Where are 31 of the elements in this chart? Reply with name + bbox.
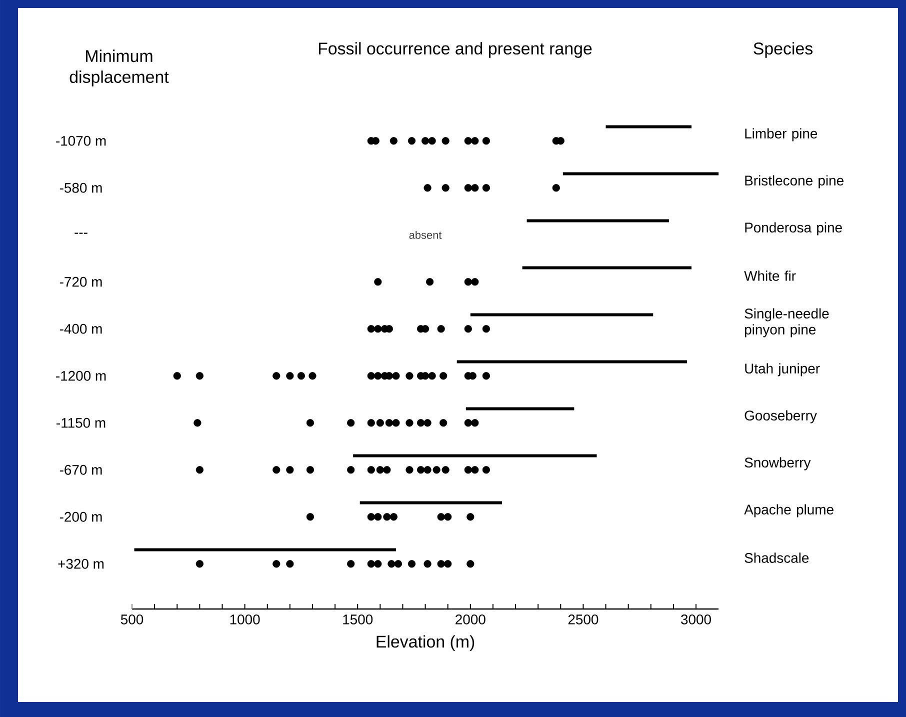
y2-axis-title: Species: [754, 42, 813, 58]
y2-tick-label: -580 m: [60, 182, 102, 193]
y-tick-label: Utah juniper: [745, 363, 820, 376]
y-tick-label: Snowberry: [744, 457, 811, 470]
y-tick-label: Apache plume: [744, 504, 834, 518]
x-tick-label: 1500: [343, 614, 373, 624]
y2-tick-label: -670 m: [60, 464, 102, 475]
y-tick-label: Gooseberry: [744, 410, 817, 424]
x-tick-label: 1000: [230, 614, 260, 624]
x-tick-label: 500: [120, 614, 144, 624]
y2-tick-label: -1150 m: [56, 418, 106, 428]
y-tick-label: Single-needle pinyon pine: [744, 308, 829, 338]
x-tick-label: 3000: [681, 614, 711, 624]
y2-tick-label: -1200 m: [56, 370, 106, 381]
y2-tick-label: ---: [74, 232, 88, 234]
y-tick-label: Ponderosa pine: [745, 222, 842, 236]
y-tick-label: Limber pine: [745, 128, 818, 142]
x-tick-label: 2500: [568, 614, 598, 624]
chart-title: Fossil occurrence and present range: [318, 42, 592, 58]
y-tick-label: White fir: [744, 270, 796, 281]
y2-tick-label: -200 m: [60, 512, 102, 522]
y-tick-label: Shadscale: [744, 552, 809, 563]
y-axis-title: Minimum displacement: [70, 50, 169, 86]
annotation: absent: [409, 230, 442, 239]
x-tick-label: 2000: [456, 614, 486, 624]
y2-tick-label: +320 m: [58, 558, 104, 569]
y-tick-label: Bristlecone pine: [745, 175, 844, 188]
y2-tick-label: -720 m: [60, 276, 102, 287]
y2-tick-label: -400 m: [60, 324, 102, 334]
y2-tick-label: -1070 m: [56, 136, 106, 146]
x-axis-title: Elevation (m): [376, 635, 474, 651]
